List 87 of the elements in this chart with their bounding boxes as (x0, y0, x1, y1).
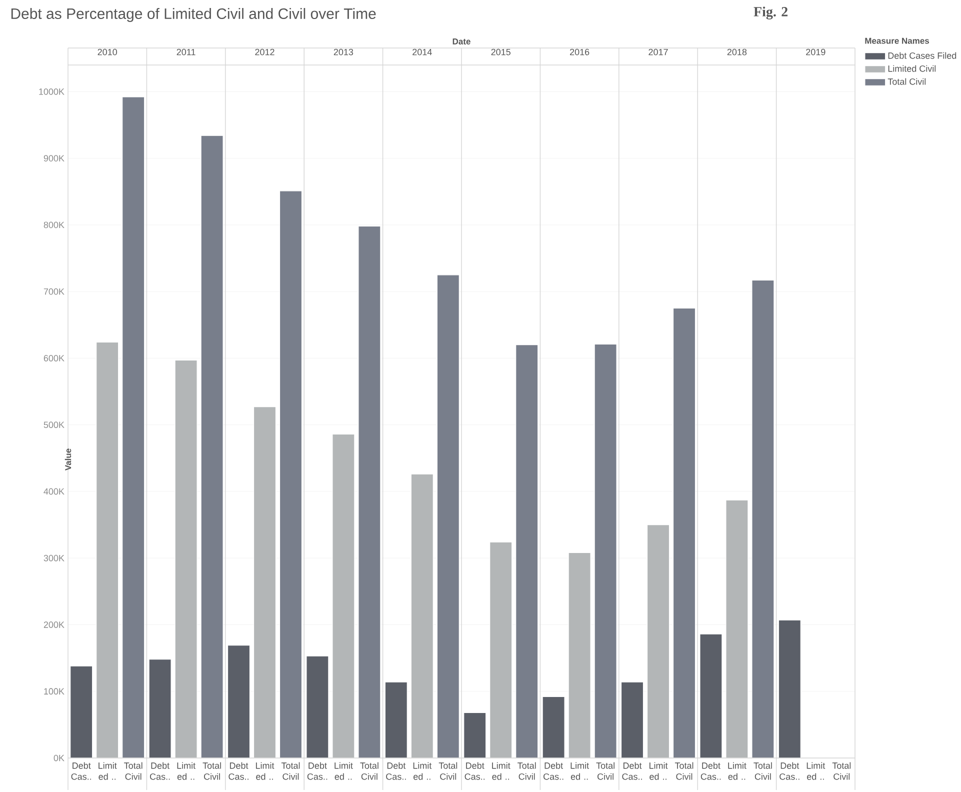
text: Limit ed .. (256, 762, 274, 780)
text: Debt Cas.. (780, 762, 800, 780)
text: Limit ed .. (413, 762, 432, 780)
y-tick-label: 600K (44, 355, 64, 362)
legend-label: Limited Civil (888, 65, 936, 72)
text: Debt Cas.. (150, 762, 170, 780)
text: Total Civil (438, 762, 458, 780)
text: Debt Cas.. (307, 762, 328, 780)
x-tick-label: 2010 (98, 48, 118, 56)
bar (122, 96, 145, 758)
bar (200, 135, 224, 758)
bar (306, 656, 329, 758)
x-tick-label: 2014 (412, 48, 432, 56)
x-tick-label: 2015 (491, 48, 510, 56)
bar (490, 542, 512, 758)
text: Limit ed .. (570, 762, 589, 780)
y-tick-label: 900K (44, 155, 64, 162)
bar (752, 280, 774, 758)
bar (700, 634, 722, 758)
bar (96, 342, 119, 758)
x-tick-label: 2013 (334, 48, 354, 56)
bar (726, 500, 748, 758)
y-tick-label: 400K (44, 488, 64, 495)
bar (568, 552, 591, 758)
x-tick-label: 2018 (727, 48, 747, 56)
bar (358, 226, 381, 758)
text: Debt Cas.. (464, 762, 485, 780)
y-tick-label: 1000K (39, 88, 64, 95)
y-tick-label: 300K (44, 554, 64, 562)
bar (227, 645, 250, 758)
bar (542, 696, 565, 758)
y-tick-label: 500K (44, 422, 64, 428)
bar (384, 682, 408, 758)
legend-label: Total Civil (888, 78, 926, 85)
y-tick-label: 0K (54, 754, 64, 762)
text: Total Civil (281, 762, 300, 780)
text: Debt Cas.. (700, 762, 721, 780)
bar (464, 712, 486, 758)
text: Limit ed .. (492, 762, 510, 780)
text: Total Civil (674, 762, 694, 780)
text: Debt Cas.. (622, 762, 642, 780)
y-tick-label: 200K (44, 622, 64, 628)
bar (279, 190, 302, 758)
text: Limit ed .. (806, 762, 826, 780)
bar (594, 344, 617, 758)
chart-title: Debt as Percentage of Limited Civil and Civil over Time (11, 8, 376, 22)
bar (672, 308, 696, 758)
bar (332, 434, 355, 758)
x-tick-label: 2019 (806, 48, 826, 56)
text: Debt Cas.. (386, 762, 406, 780)
bar (174, 360, 198, 758)
bar (148, 659, 172, 758)
text: Limit ed .. (649, 762, 668, 780)
y-tick-label: 100K (44, 688, 64, 695)
y-tick-label: 700K (44, 288, 64, 295)
text: Limit ed .. (334, 762, 353, 780)
text: Total Civil (754, 762, 772, 780)
y-axis-title: Value (64, 448, 72, 471)
bar (778, 620, 801, 758)
x-tick-label: 2016 (570, 48, 590, 56)
text: Limit ed .. (728, 762, 746, 780)
legend-title: Measure Names (865, 38, 930, 44)
caption: Fig. 2 (754, 6, 788, 20)
x-tick-label: 2011 (176, 48, 196, 56)
text: Debt Cas.. (544, 762, 564, 780)
x-tick-label: 2017 (648, 48, 668, 56)
bar (516, 344, 538, 758)
text: Limit ed .. (98, 762, 117, 780)
bar (620, 682, 644, 758)
text: Total Civil (832, 762, 851, 780)
text: Debt Cas.. (71, 762, 92, 780)
x-tick-label: 2012 (255, 48, 274, 56)
text: Total Civil (596, 762, 614, 780)
legend-label: Debt Cases Filed (888, 52, 956, 59)
bar (253, 406, 276, 758)
text: Total Civil (360, 762, 378, 780)
bar (436, 274, 460, 758)
text: Total Civil (202, 762, 221, 780)
x-axis-title: Date (452, 38, 470, 44)
bar (70, 666, 93, 758)
bar (646, 524, 670, 758)
y-tick-label: 800K (44, 222, 64, 228)
bar (410, 474, 434, 758)
text: Limit ed .. (177, 762, 196, 780)
text: Total Civil (518, 762, 536, 780)
text: Total Civil (124, 762, 142, 780)
text: Debt Cas.. (228, 762, 248, 780)
